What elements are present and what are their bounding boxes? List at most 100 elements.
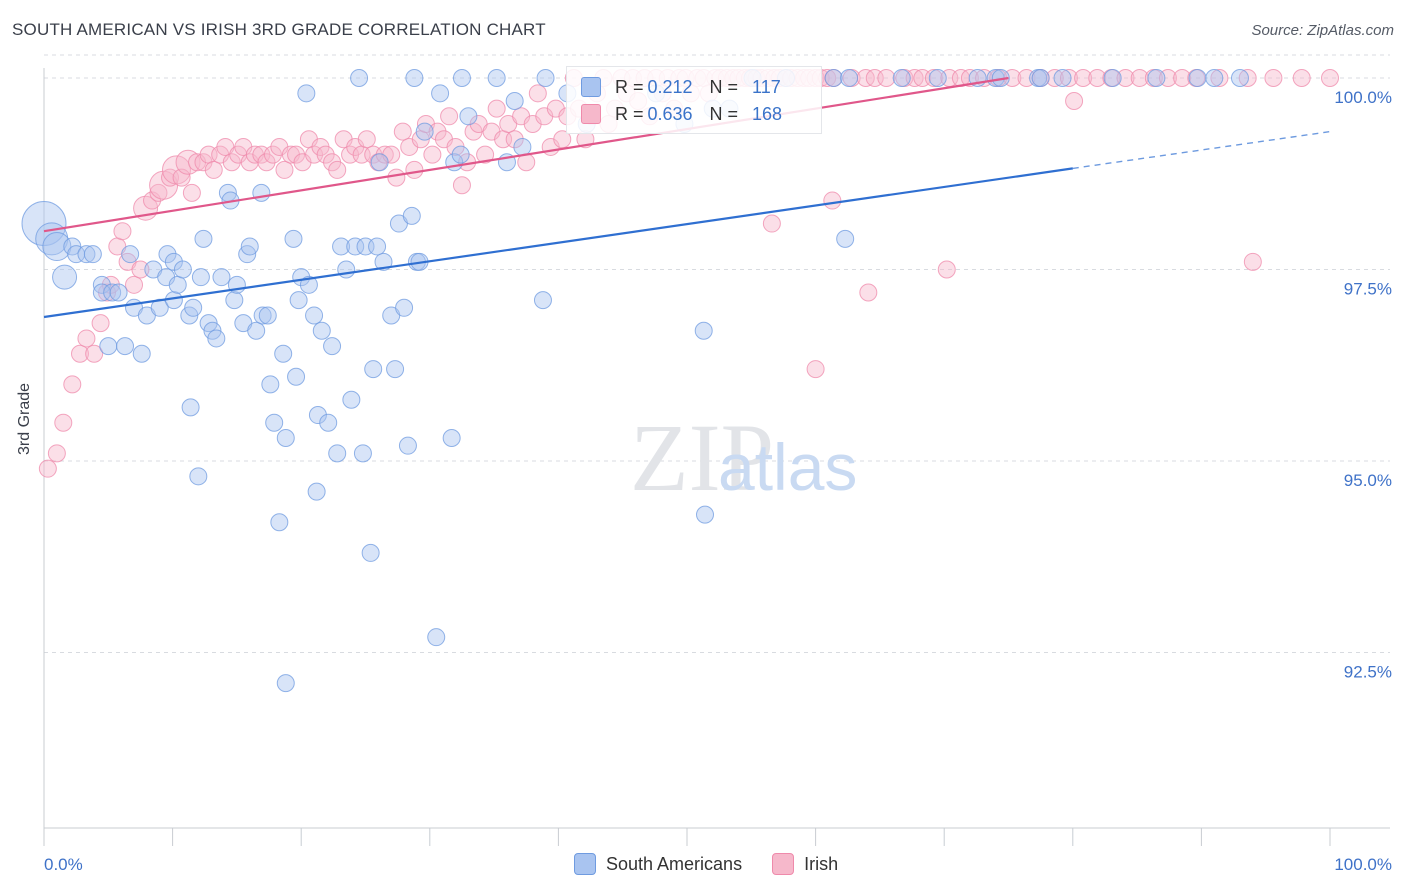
legend-swatch-irish (581, 104, 601, 124)
irish-point (1264, 69, 1283, 87)
irish-point (1116, 69, 1135, 87)
south-american-point (991, 69, 1010, 87)
irish-point (143, 191, 162, 210)
irish-point (125, 275, 144, 294)
south-american-point (191, 268, 210, 287)
south-american-point (1188, 69, 1207, 87)
south-american-point (451, 145, 470, 164)
irish-point (806, 360, 825, 379)
south-american-point (240, 237, 259, 256)
south-american-point (116, 337, 135, 356)
irish-point (762, 214, 781, 233)
south-american-point (83, 245, 102, 264)
watermark: ZIP atlas (630, 404, 857, 511)
r-value: 0.636 (647, 103, 693, 124)
south-american-point (452, 69, 471, 87)
irish-point (1210, 69, 1229, 87)
south-american-point (487, 69, 506, 87)
south-american-point (297, 84, 316, 103)
south-american-point (132, 344, 151, 363)
legend-swatch-south-american (581, 77, 601, 97)
irish-point (54, 413, 73, 432)
irish-point (1292, 69, 1311, 87)
irish-point (937, 260, 956, 279)
south-american-point (164, 252, 183, 271)
south-american-point (1230, 69, 1249, 87)
south-american-point (337, 260, 356, 279)
irish-trend-line (43, 76, 1009, 233)
irish-point (476, 145, 495, 164)
south-american-point (364, 360, 383, 379)
n-label: N = (709, 103, 739, 124)
stats-row-south-american: R = 0.212 N = 117 (581, 75, 781, 99)
irish-point (91, 314, 110, 333)
south-american-point (536, 69, 555, 87)
south-american-point (261, 375, 280, 394)
south-american-point (225, 291, 244, 310)
south-american-point (274, 344, 293, 363)
y-tick-label: 100.0% (1334, 88, 1392, 107)
south-american-point (21, 201, 67, 247)
south-american-point (332, 237, 351, 256)
irish-point (528, 84, 547, 103)
south-american-point (189, 467, 208, 486)
irish-point (505, 130, 524, 149)
south-american-point (694, 321, 713, 340)
south-american-point (258, 306, 277, 325)
south-american-point (42, 232, 72, 262)
irish-point (1173, 69, 1192, 87)
south-american-point (168, 275, 187, 294)
south-american-point (346, 237, 365, 256)
south-american-point (109, 283, 128, 302)
south-american-point (184, 298, 203, 317)
irish-point (287, 145, 306, 164)
south-american-point (319, 413, 338, 432)
y-tick-label: 92.5% (1344, 663, 1392, 682)
irish-point (1321, 69, 1339, 87)
irish-point (924, 69, 943, 87)
south-american-point (459, 107, 478, 126)
irish-point (859, 283, 878, 302)
south-american-point (402, 206, 421, 225)
r-label: R = (615, 76, 644, 97)
south-american-point (533, 291, 552, 310)
south-american-point (308, 406, 327, 425)
n-label: N = (709, 76, 739, 97)
south-american-point (1031, 69, 1050, 87)
irish-point (487, 99, 506, 118)
south-american-point (840, 69, 859, 87)
south-american-point (92, 275, 111, 294)
legend-swatch-irish (772, 853, 795, 875)
legend-item-south-americans[interactable]: South Americans (574, 853, 742, 875)
south-american-point (370, 153, 389, 172)
south-american-point (824, 69, 843, 87)
irish-point (257, 153, 276, 172)
chart-source: Source: ZipAtlas.com (1251, 22, 1394, 39)
south-american-point (892, 69, 911, 87)
south-american-point (299, 275, 318, 294)
south-american-point (505, 91, 524, 110)
legend-item-irish[interactable]: Irish (772, 853, 838, 875)
irish-point (1088, 69, 1107, 87)
south-american-point (415, 122, 434, 141)
irish-point (423, 145, 442, 164)
south-american-point (212, 268, 231, 287)
south-american-point (121, 245, 140, 264)
south-american-points (21, 69, 1249, 693)
south-american-point (207, 329, 226, 348)
irish-point (823, 191, 842, 210)
irish-point (428, 122, 447, 141)
irish-point (149, 183, 168, 202)
south-american-point (252, 183, 271, 202)
south-american-point (276, 429, 295, 448)
south-american-point (342, 390, 361, 409)
x-tick-label: 0.0% (44, 855, 83, 874)
south-american-point (398, 436, 417, 455)
irish-point (38, 459, 57, 478)
south-american-point (307, 482, 326, 501)
irish-point (77, 329, 96, 348)
r-value: 0.212 (647, 76, 693, 97)
irish-point (328, 160, 347, 179)
south-american-point (181, 398, 200, 417)
south-american-point (328, 444, 347, 463)
